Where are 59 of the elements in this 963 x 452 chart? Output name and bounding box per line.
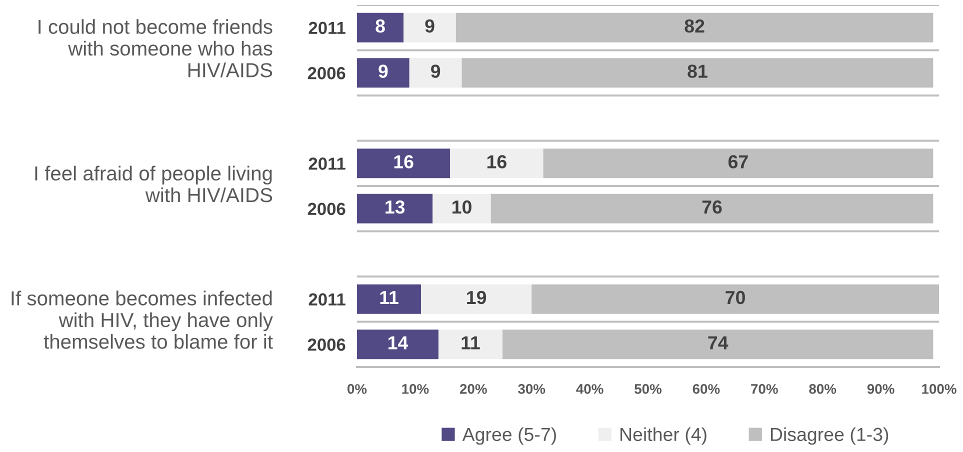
bar bbox=[357, 148, 450, 178]
legend-label: Neither (4) bbox=[620, 427, 706, 445]
bar bbox=[409, 58, 462, 88]
data-label: 76 bbox=[702, 200, 722, 214]
bar bbox=[357, 330, 438, 360]
y-tick-label: 2011 bbox=[308, 293, 346, 306]
bar bbox=[502, 330, 934, 360]
data-label: 11 bbox=[462, 336, 480, 350]
data-label: 9 bbox=[431, 64, 440, 78]
bar bbox=[432, 194, 491, 224]
data-label: 8 bbox=[376, 19, 385, 33]
bar bbox=[543, 148, 934, 178]
data-label: 81 bbox=[688, 64, 708, 78]
bar bbox=[532, 284, 939, 314]
x-tick-label: 0% bbox=[348, 384, 367, 394]
x-tick-label: 100% bbox=[922, 384, 956, 394]
data-label: 11 bbox=[380, 291, 398, 304]
x-tick-label: 40% bbox=[576, 384, 604, 394]
x-tick-label: 80% bbox=[809, 384, 836, 394]
bar bbox=[357, 12, 404, 42]
x-tick-label: 10% bbox=[402, 384, 429, 394]
data-label: 9 bbox=[378, 64, 388, 78]
text: If someone becomes infected with HIV, they have only themselves to blame for it bbox=[12, 290, 273, 349]
data-label: 82 bbox=[684, 19, 704, 33]
legend-label: Disagree (1-3) bbox=[770, 427, 888, 445]
y-tick-label: 2006 bbox=[308, 67, 346, 80]
data-label: 67 bbox=[728, 155, 748, 168]
bar bbox=[456, 12, 934, 42]
data-label: 74 bbox=[708, 336, 728, 350]
y-tick-label: 2006 bbox=[308, 202, 346, 216]
x-tick-label: 70% bbox=[751, 384, 778, 394]
data-label: 9 bbox=[425, 19, 434, 33]
data-label: 10 bbox=[452, 200, 472, 214]
x-tick-label: 30% bbox=[518, 384, 546, 394]
y-tick-label: 2006 bbox=[308, 338, 346, 351]
data-label: 16 bbox=[394, 155, 414, 168]
bar bbox=[462, 58, 934, 88]
bar bbox=[438, 330, 502, 360]
y-tick-label: 2011 bbox=[308, 22, 346, 34]
bar bbox=[357, 284, 422, 314]
bar bbox=[490, 194, 934, 224]
x-tick-label: 60% bbox=[692, 384, 720, 394]
data-label: 19 bbox=[467, 290, 486, 304]
bar bbox=[450, 148, 544, 178]
x-tick-label: 20% bbox=[460, 384, 487, 394]
text: I could not become friends with someone who has HIV/AIDS bbox=[38, 19, 272, 78]
legend-label: Agree (5-7) bbox=[462, 427, 556, 445]
data-label: 13 bbox=[386, 200, 405, 214]
data-label: 70 bbox=[726, 290, 745, 304]
bar bbox=[421, 284, 532, 314]
bar bbox=[404, 12, 456, 42]
x-tick-label: 50% bbox=[634, 384, 662, 394]
bar bbox=[357, 58, 410, 88]
data-label: 16 bbox=[487, 155, 506, 168]
bar bbox=[357, 194, 433, 224]
y-tick-label: 2011 bbox=[308, 158, 346, 170]
text: I feel afraid of people living with HIV/AIDS bbox=[35, 166, 272, 202]
x-tick-label: 90% bbox=[867, 384, 894, 394]
data-label: 14 bbox=[388, 336, 408, 350]
